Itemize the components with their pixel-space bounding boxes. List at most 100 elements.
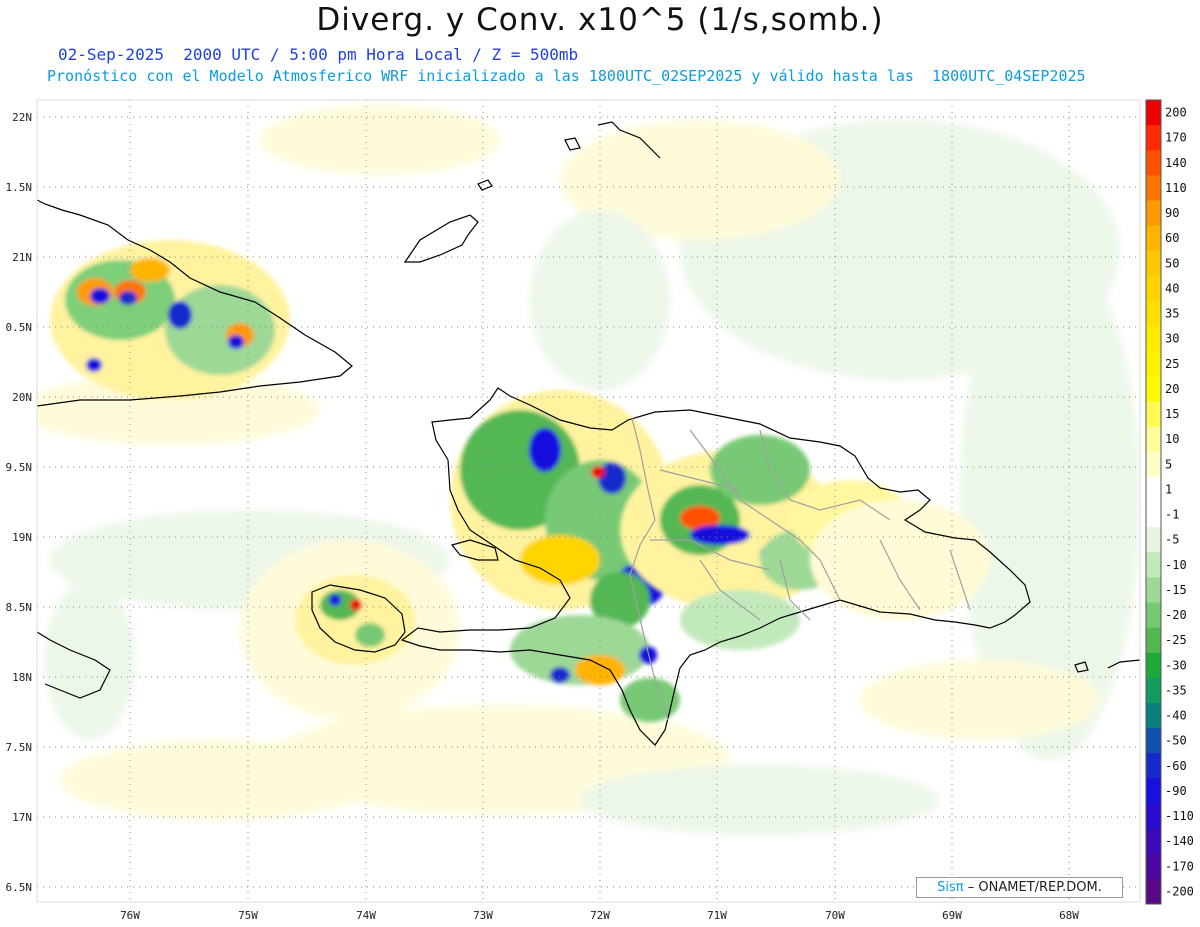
legend-label: 50 — [1165, 256, 1179, 270]
jamaica-coastline — [311, 584, 406, 653]
legend-swatch — [1146, 552, 1161, 578]
legend-swatch — [1146, 878, 1161, 905]
lon-label: 73W — [473, 909, 493, 922]
legend-label: -40 — [1165, 709, 1187, 723]
lon-label: 69W — [942, 909, 962, 922]
legend-label: -35 — [1165, 683, 1187, 697]
model-info-subtitle: Pronóstico con el Modelo Atmosferico WRF… — [47, 67, 1086, 85]
legend-label: 140 — [1165, 156, 1187, 170]
legend-label: -20 — [1165, 608, 1187, 622]
lon-label: 76W — [120, 909, 140, 922]
legend-swatch — [1146, 728, 1161, 754]
legend-swatch — [1146, 175, 1161, 202]
lat-label: 18N — [12, 671, 32, 684]
legend-label: 170 — [1165, 131, 1187, 145]
province-borders — [629, 417, 971, 721]
turks-caicos-coastline — [477, 121, 661, 191]
lat-label: 20N — [12, 391, 32, 404]
divergence-field — [37, 105, 1140, 835]
legend-label: -140 — [1165, 834, 1194, 848]
legend-swatch — [1146, 577, 1161, 604]
cuba-south-coastline — [37, 631, 111, 699]
legend-label: -200 — [1165, 884, 1194, 898]
lon-label: 68W — [1059, 909, 1079, 922]
legend-swatch — [1146, 200, 1161, 227]
legend-swatch — [1146, 476, 1161, 503]
legend-swatch — [1146, 778, 1161, 805]
legend-label: 20 — [1165, 382, 1179, 396]
lat-label: 8.5N — [6, 601, 33, 614]
valid-time-subtitle: 02-Sep-2025 2000 UTC / 5:00 pm Hora Loca… — [58, 45, 579, 64]
lat-label: 7.5N — [6, 741, 33, 754]
puerto-rico-coastline — [1107, 659, 1140, 669]
lon-label: 75W — [238, 909, 258, 922]
legend-swatch — [1146, 803, 1161, 830]
legend-label: 1 — [1165, 482, 1172, 496]
lat-label: 17N — [12, 811, 32, 824]
legend-label: 40 — [1165, 281, 1179, 295]
legend-swatch — [1146, 326, 1161, 352]
legend-label: 35 — [1165, 307, 1179, 321]
legend-label: -1 — [1165, 508, 1179, 522]
legend-swatch — [1146, 275, 1161, 302]
legend-label: -110 — [1165, 809, 1194, 823]
legend-label: -90 — [1165, 784, 1187, 798]
legend-label: -30 — [1165, 658, 1187, 672]
longitude-axis: 76W 75W 74W 73W 72W 71W 70W 69W 68W — [120, 909, 1079, 922]
mona-island — [1074, 661, 1089, 673]
lat-label: 21N — [12, 251, 32, 264]
coastlines — [37, 121, 1140, 746]
inagua-coastline — [403, 214, 479, 263]
legend-swatch — [1146, 250, 1161, 277]
lat-label: 1.5N — [6, 181, 33, 194]
lat-label: 0.5N — [6, 321, 33, 334]
legend-swatch — [1146, 627, 1161, 654]
hispaniola-coastline — [400, 387, 1031, 746]
credit-text: – ONAMET/REP.DOM. — [967, 880, 1102, 895]
legend-swatch — [1146, 351, 1161, 377]
sispi-logo: Sisπ — [937, 880, 964, 895]
lat-label: 22N — [12, 111, 32, 124]
lon-label: 74W — [356, 909, 376, 922]
legend-swatch — [1146, 703, 1161, 729]
legend-swatch — [1146, 451, 1161, 478]
legend-swatch — [1146, 828, 1161, 855]
map-title: Diverg. y Conv. x10^5 (1/s,somb.) — [316, 2, 884, 38]
latitude-axis: 22N 1.5N 21N 0.5N 20N 9.5N 19N 8.5N 18N … — [6, 111, 33, 894]
cuba-coastline — [37, 199, 353, 407]
lat-label: 9.5N — [6, 461, 33, 474]
credit-box: Sisπ – ONAMET/REP.DOM. — [916, 877, 1123, 898]
legend-swatch — [1146, 100, 1161, 126]
legend-swatch — [1146, 652, 1161, 679]
legend-swatch — [1146, 401, 1161, 428]
legend-label: 30 — [1165, 332, 1179, 346]
legend-swatch — [1146, 753, 1161, 779]
lon-label: 71W — [707, 909, 727, 922]
legend-frame — [1145, 99, 1162, 905]
legend-label: -15 — [1165, 583, 1187, 597]
color-legend: 200 170 140 110 90 60 50 40 35 30 25 20 15 10 5 1 -1 -5 -1… — [1145, 99, 1194, 905]
legend-label: 5 — [1165, 457, 1172, 471]
legend-label: -5 — [1165, 533, 1179, 547]
legend-label: 15 — [1165, 407, 1179, 421]
legend-label: -170 — [1165, 859, 1194, 873]
plot-frame — [36, 99, 1141, 903]
legend-swatch — [1146, 376, 1161, 403]
legend-swatch — [1146, 527, 1161, 553]
legend-swatch — [1146, 125, 1161, 151]
legend-label: -50 — [1165, 734, 1187, 748]
gonave-coastline — [450, 539, 499, 561]
legend-label: 25 — [1165, 357, 1179, 371]
legend-swatch — [1146, 602, 1161, 629]
lon-label: 72W — [590, 909, 610, 922]
lat-label: 6.5N — [6, 881, 33, 894]
lat-label: 19N — [12, 531, 32, 544]
legend-label: 110 — [1165, 181, 1187, 195]
legend-swatch — [1146, 150, 1161, 176]
legend-label: -10 — [1165, 558, 1187, 572]
legend-label: -60 — [1165, 759, 1187, 773]
legend-swatch — [1146, 853, 1161, 880]
legend-label: -25 — [1165, 633, 1187, 647]
legend-swatch — [1146, 426, 1161, 453]
